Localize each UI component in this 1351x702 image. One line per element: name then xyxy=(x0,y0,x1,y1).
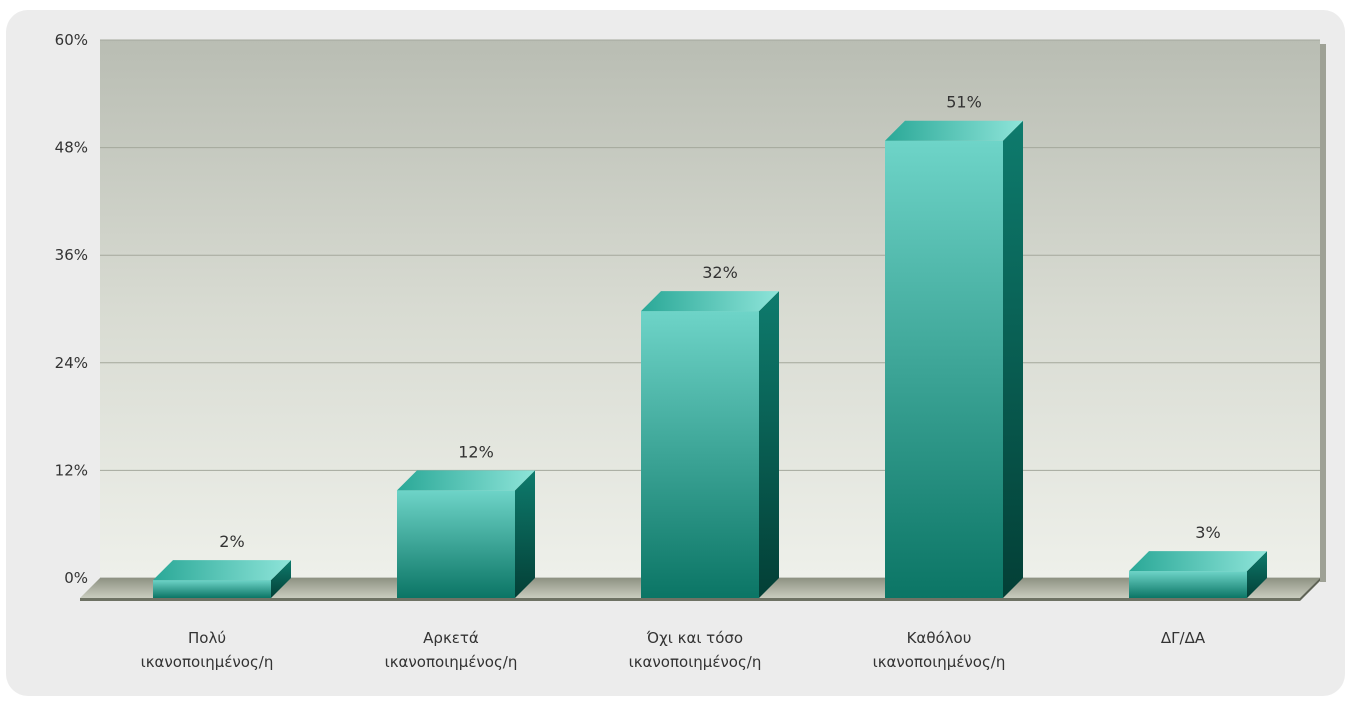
category-label: ΔΓ/ΔΑ xyxy=(1161,629,1206,647)
category-label: Αρκετά xyxy=(423,629,479,647)
category-labels: Πολύ ικανοποιημένος/η Αρκετά ικανοποιημένος… xyxy=(141,629,1206,671)
category-label: ικανοποιημένος/η xyxy=(873,653,1006,671)
bar-top xyxy=(153,560,291,581)
data-label: 51% xyxy=(946,93,982,112)
category-label: ικανοποιημένος/η xyxy=(141,653,274,671)
bar-top xyxy=(641,291,779,312)
bars xyxy=(153,120,1267,598)
bar xyxy=(641,291,779,598)
bar xyxy=(397,470,535,598)
y-tick-label: 60% xyxy=(55,31,88,49)
bar-side xyxy=(271,560,291,598)
bar xyxy=(1129,551,1267,598)
data-label: 12% xyxy=(458,442,494,461)
category-label: ικανοποιημένος/η xyxy=(629,653,762,671)
bar-front xyxy=(641,311,759,598)
bar-front xyxy=(153,580,271,598)
category-label: Όχι και τόσο xyxy=(646,629,743,647)
floor-side xyxy=(1300,578,1320,601)
plot-right-wall xyxy=(1320,44,1326,582)
bar-front xyxy=(885,140,1003,598)
y-tick-label: 36% xyxy=(55,246,88,264)
y-tick-label: 0% xyxy=(64,569,88,587)
bar-top xyxy=(885,120,1023,141)
y-tick-label: 48% xyxy=(55,139,88,157)
bar-front xyxy=(1129,571,1247,598)
category-label: ικανοποιημένος/η xyxy=(385,653,518,671)
bar-top xyxy=(1129,551,1267,572)
y-tick-label: 12% xyxy=(55,461,88,479)
data-label: 32% xyxy=(702,263,738,282)
bar-side xyxy=(515,470,535,598)
y-axis-ticks: 0% 12% 24% 36% 48% 60% xyxy=(55,31,88,587)
bar xyxy=(153,560,291,598)
category-label: Καθόλου xyxy=(907,629,972,647)
bar-front xyxy=(397,490,515,598)
bar-side xyxy=(1247,551,1267,598)
data-labels: 2% 12% 32% 51% 3% xyxy=(219,93,1220,551)
y-tick-label: 24% xyxy=(55,354,88,372)
floor-front xyxy=(80,598,1300,601)
category-label: Πολύ xyxy=(188,629,226,647)
data-label: 3% xyxy=(1195,523,1220,542)
bar-side xyxy=(1003,120,1023,598)
bar-top xyxy=(397,470,535,491)
data-label: 2% xyxy=(219,532,244,551)
bar xyxy=(885,120,1023,598)
bar-side xyxy=(759,291,779,598)
